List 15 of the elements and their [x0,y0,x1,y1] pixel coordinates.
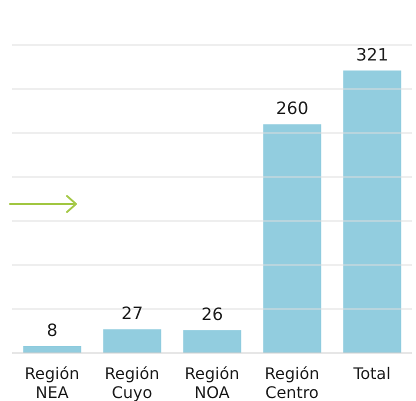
data-label: 321 [356,46,388,66]
data-label: 8 [46,320,58,341]
data-label: 260 [276,99,308,120]
x-tick-label: Región NEA [24,364,80,401]
bar [183,330,242,353]
bar [263,124,322,353]
bar [103,329,162,353]
bar [343,70,402,353]
x-tick-label: Región Centro [264,364,320,401]
data-label: 26 [201,305,224,326]
x-tick-label: Total [352,364,391,383]
x-tick-label: Región NOA [184,364,240,401]
bar [23,346,82,353]
x-tick-label: Región Cuyo [104,364,160,401]
data-label: 27 [121,304,144,324]
